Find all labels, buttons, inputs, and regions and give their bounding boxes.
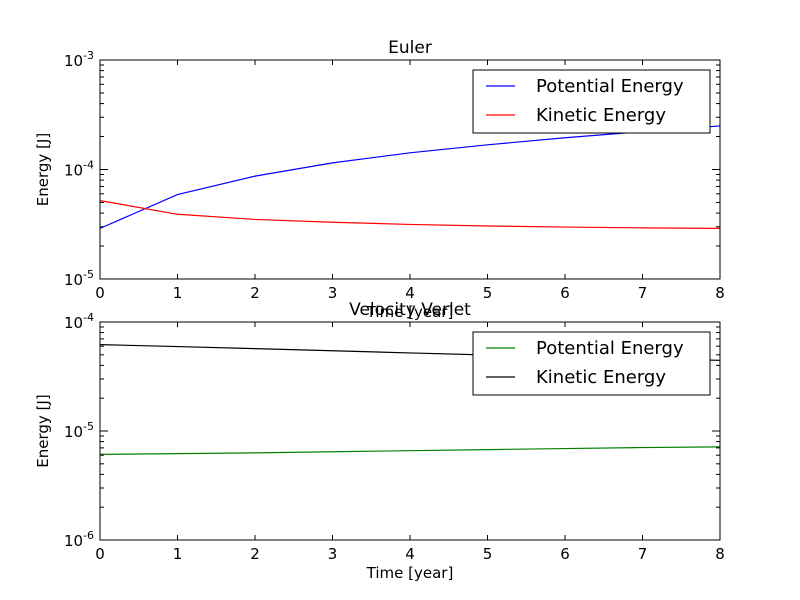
legend-label: Potential Energy bbox=[536, 76, 684, 97]
y-tick-label: 10-4 bbox=[64, 159, 94, 180]
chart-title: Euler bbox=[388, 38, 432, 58]
legend-label: Kinetic Energy bbox=[536, 105, 666, 126]
x-tick-label: 6 bbox=[560, 545, 570, 563]
legend-box bbox=[472, 69, 711, 134]
x-tick-label: 7 bbox=[638, 545, 648, 563]
x-tick-label: 5 bbox=[483, 545, 493, 563]
y-tick-label: 10-3 bbox=[64, 49, 94, 70]
y-tick-label: 10-5 bbox=[64, 268, 94, 289]
y-axis-label: Energy [J] bbox=[34, 133, 52, 206]
x-tick-label: 7 bbox=[638, 284, 648, 302]
x-tick-label: 0 bbox=[95, 284, 105, 302]
x-tick-label: 8 bbox=[715, 284, 725, 302]
legend: Potential Energy Kinetic Energy bbox=[472, 331, 711, 396]
x-axis-label: Time [year] bbox=[366, 564, 454, 582]
x-tick-label: 2 bbox=[250, 545, 260, 563]
x-axis-label: Time [year] bbox=[366, 303, 454, 321]
series-line-potential-energy bbox=[99, 125, 721, 229]
y-axis-label: Energy [J] bbox=[34, 394, 52, 467]
legend-label: Potential Energy bbox=[536, 338, 684, 359]
chart-title: Velocity Verlet bbox=[349, 300, 471, 320]
y-tick-label: 10-4 bbox=[64, 311, 94, 332]
legend-box bbox=[472, 331, 711, 396]
y-tick-label: 10-6 bbox=[64, 529, 94, 550]
x-tick-label: 3 bbox=[328, 545, 338, 563]
x-tick-label: 0 bbox=[95, 545, 105, 563]
x-tick-label: 2 bbox=[250, 284, 260, 302]
x-tick-label: 6 bbox=[560, 284, 570, 302]
chart-0: 0 1 2 3 4 5 6 7 8 10-5 10-4 10-3 Euler Time [year] Ene… bbox=[34, 38, 725, 321]
series-line-potential-energy bbox=[99, 446, 721, 455]
chart-1: 0 1 2 3 4 5 6 7 810-610-510-4 Velocity VerletTime… bbox=[34, 300, 725, 582]
legend: Potential Energy Kinetic Energy bbox=[472, 69, 711, 134]
y-tick-label: 10-5 bbox=[64, 420, 94, 441]
x-tick-label: 1 bbox=[173, 284, 183, 302]
legend-label: Kinetic Energy bbox=[536, 367, 666, 388]
x-tick-label: 3 bbox=[328, 284, 338, 302]
x-tick-label: 5 bbox=[483, 284, 493, 302]
x-tick-label: 4 bbox=[405, 284, 415, 302]
x-tick-label: 1 bbox=[173, 545, 183, 563]
x-tick-label: 8 bbox=[715, 545, 725, 563]
series-line-kinetic-energy bbox=[99, 200, 721, 229]
x-tick-label: 4 bbox=[405, 545, 415, 563]
